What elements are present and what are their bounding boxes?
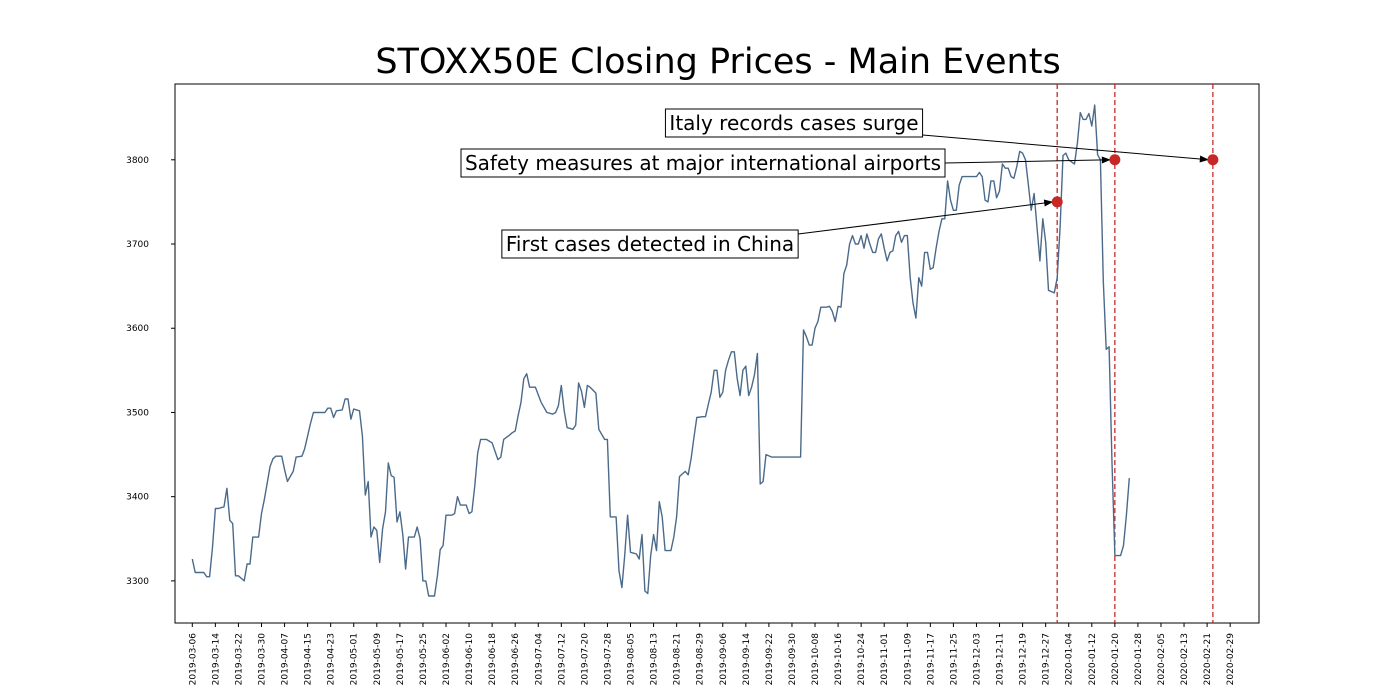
x-tick-label: 2019-03-30 [257,633,267,686]
chart-title: STOXX50E Closing Prices - Main Events [375,42,1061,82]
x-tick-label: 2019-07-04 [534,633,544,686]
x-tick-label: 2019-11-25 [949,633,959,685]
x-tick-label: 2019-10-08 [811,633,821,686]
y-tick-label: 3700 [126,240,149,250]
x-tick-label: 2019-09-30 [788,633,798,686]
annotation-arrowhead [1043,199,1054,207]
x-tick-label: 2019-06-26 [511,633,521,686]
x-tick-label: 2019-06-10 [465,633,475,686]
series-line [191,104,1130,597]
event-lines [1056,84,1214,623]
annotation-arrow [944,159,1111,164]
annotation: Italy records cases surge [664,108,1219,166]
x-tick-label: 2019-10-16 [834,633,844,686]
x-tick-label: 2019-11-17 [926,633,936,685]
x-tick-label: 2020-01-20 [1111,633,1121,686]
annotation-text: Safety measures at major international a… [465,151,941,175]
x-tick-label: 2019-06-18 [488,633,498,686]
x-tick-label: 2020-02-13 [1180,633,1190,685]
x-tick-label: 2019-09-06 [719,633,729,686]
annotation-box [460,148,946,178]
x-tick-label: 2020-01-12 [1088,633,1098,685]
annotation: Safety measures at major international a… [460,148,1121,178]
x-tick-label: 2020-01-28 [1134,633,1144,686]
x-tick-label: 2019-07-28 [603,633,613,686]
x-tick-label: 2019-08-29 [696,633,706,686]
x-tick-label: 2019-03-14 [211,633,221,686]
annotation-text: Italy records cases surge [669,111,918,135]
x-tick-label: 2019-09-14 [742,633,752,686]
x-tick-label: 2019-09-22 [765,633,775,685]
x-tick-label: 2019-11-01 [880,633,890,685]
x-tick-label: 2019-12-19 [1019,633,1029,686]
y-tick-label: 3600 [126,324,149,334]
x-tick-label: 2019-05-25 [419,633,429,685]
x-tick-label: 2019-06-02 [442,633,452,685]
x-tick-label: 2020-02-21 [1203,633,1213,685]
x-tick-label: 2019-05-09 [373,633,383,686]
y-tick-label: 3500 [126,408,149,418]
annotation-arrow [922,134,1209,161]
x-tick-label: 2019-05-01 [350,633,360,685]
annotation-text: First cases detected in China [506,232,794,256]
x-tick-label: 2019-12-11 [996,633,1006,685]
annotation-box [664,108,924,138]
x-tick-label: 2019-12-03 [972,633,982,685]
x-tick-label: 2019-11-09 [903,633,913,686]
x-tick-label: 2020-02-05 [1157,633,1167,685]
x-tick-label: 2019-08-21 [673,633,683,685]
x-tick-label: 2019-05-17 [396,633,406,685]
annotation-arrowhead [1199,155,1209,163]
annotation-box [501,229,799,259]
x-tick-label: 2019-10-24 [857,633,867,686]
y-tick-label: 3300 [126,577,149,587]
y-tick-label: 3400 [126,493,149,503]
annotations: First cases detected in China Safety meas… [460,108,1219,259]
x-axis: 2019-03-06 2019-03-14 2019-03-22 2019-03-30… [188,623,1236,685]
annotation: First cases detected in China [501,196,1063,259]
x-tick-label: 2020-02-29 [1226,633,1236,686]
x-tick-label: 2019-12-27 [1042,633,1052,685]
x-tick-label: 2019-07-12 [557,633,567,685]
x-tick-label: 2019-04-15 [304,633,314,685]
annotation-arrowhead [1101,156,1111,164]
x-tick-label: 2019-08-05 [627,633,637,685]
event-marker [1207,154,1219,166]
event-marker [1051,196,1063,208]
y-axis: 3300 3400 3500 3600 3700 3800 [126,156,175,587]
x-tick-label: 2019-08-13 [650,633,660,685]
x-tick-label: 2019-07-20 [580,633,590,686]
series-group [191,104,1130,597]
x-tick-label: 2019-04-23 [327,633,337,685]
x-tick-label: 2020-01-04 [1065,633,1075,686]
x-tick-label: 2019-04-07 [281,633,291,685]
x-tick-label: 2019-03-22 [234,633,244,685]
y-tick-label: 3800 [126,156,149,166]
event-marker [1109,154,1121,166]
annotation-arrow [798,201,1054,235]
plot-frame [174,83,1260,624]
x-tick-label: 2019-03-06 [188,633,198,686]
